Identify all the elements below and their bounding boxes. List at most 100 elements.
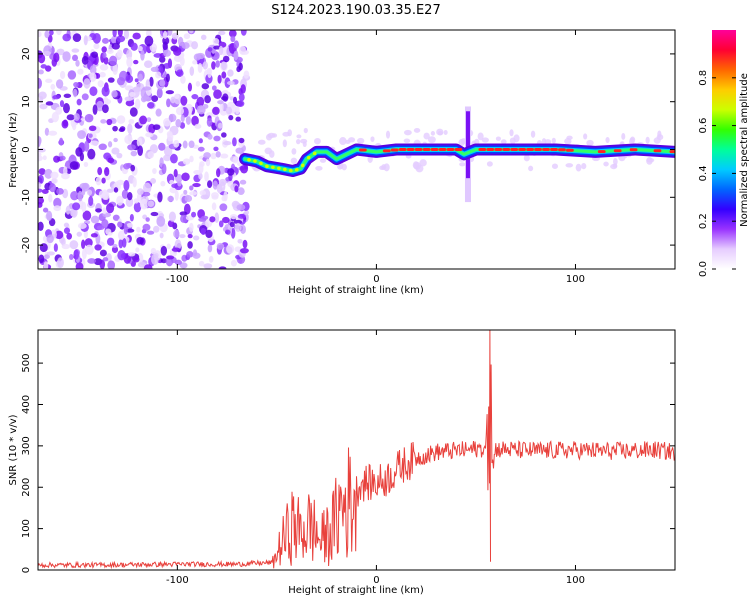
- noise-blob: [117, 30, 123, 37]
- noise-blob: [189, 191, 198, 196]
- noise-blob: [44, 127, 50, 136]
- noise-blob: [207, 133, 213, 140]
- noise-blob: [427, 136, 436, 144]
- noise-blob: [95, 176, 102, 186]
- noise-blob: [176, 69, 184, 77]
- noise-blob: [187, 234, 193, 239]
- noise-blob: [94, 244, 102, 251]
- noise-blob: [142, 182, 152, 194]
- noise-blob: [84, 244, 94, 255]
- noise-blob: [185, 115, 191, 125]
- noise-blob: [98, 143, 107, 151]
- noise-blob: [197, 62, 203, 73]
- noise-blob: [75, 59, 80, 67]
- noise-blob: [197, 146, 205, 152]
- noise-blob: [126, 56, 133, 68]
- noise-blob: [212, 106, 220, 115]
- noise-blob: [127, 252, 136, 257]
- noise-blob: [38, 168, 46, 176]
- noise-blob: [135, 98, 141, 110]
- y-tick-label: 400: [21, 395, 32, 414]
- noise-blob: [92, 104, 98, 115]
- noise-blob: [103, 97, 109, 103]
- noise-blob: [48, 130, 58, 136]
- noise-blob: [57, 257, 64, 269]
- noise-blob: [137, 145, 144, 157]
- noise-blob: [61, 172, 70, 180]
- noise-blob: [43, 261, 49, 269]
- noise-blob: [198, 138, 203, 144]
- track-peak: [247, 158, 251, 162]
- noise-blob: [214, 212, 220, 224]
- noise-blob: [150, 177, 157, 184]
- noise-blob: [171, 183, 179, 189]
- noise-blob: [200, 34, 207, 41]
- noise-blob: [65, 205, 71, 215]
- noise-blob: [222, 89, 229, 96]
- x-tick-label: 0: [373, 575, 379, 586]
- noise-blob: [188, 140, 195, 149]
- noise-blob: [199, 161, 205, 168]
- noise-blob: [222, 216, 230, 224]
- noise-blob: [240, 30, 247, 36]
- noise-blob: [44, 30, 50, 39]
- snr-panel: -100 0 100 0 100 200 300 400 500 Height of strai…: [8, 329, 676, 596]
- noise-blob: [75, 262, 84, 269]
- noise-blob: [71, 54, 79, 62]
- noise-blob: [90, 233, 98, 238]
- noise-blob: [46, 251, 56, 256]
- noise-blob: [140, 95, 147, 103]
- noise-blob: [218, 266, 227, 269]
- noise-blob: [135, 247, 140, 253]
- noise-blob: [228, 114, 234, 121]
- noise-blob: [56, 187, 64, 195]
- noise-blob: [99, 71, 106, 78]
- noise-blob: [79, 182, 89, 190]
- noise-blob: [159, 79, 166, 87]
- noise-blob: [460, 138, 467, 145]
- noise-blob: [235, 116, 242, 122]
- noise-blob: [239, 247, 249, 254]
- noise-blob: [87, 258, 97, 264]
- track-peak: [259, 161, 263, 166]
- noise-blob: [77, 130, 87, 140]
- noise-blob: [99, 249, 107, 257]
- y-tick-label: 200: [21, 478, 32, 497]
- noise-blob: [137, 261, 147, 268]
- noise-blob: [101, 85, 110, 97]
- noise-blob: [315, 165, 323, 171]
- noise-blob: [38, 53, 46, 64]
- noise-blob: [54, 230, 64, 240]
- noise-blob: [238, 93, 245, 102]
- noise-blob: [63, 166, 68, 176]
- noise-blob: [123, 224, 128, 235]
- noise-blob: [102, 257, 109, 262]
- noise-blob: [581, 162, 587, 170]
- noise-blob: [193, 53, 201, 61]
- noise-blob: [151, 253, 159, 265]
- noise-blob: [51, 177, 58, 184]
- noise-blob: [88, 196, 94, 207]
- noise-blob: [239, 45, 247, 55]
- noise-blob: [551, 163, 559, 169]
- noise-blob: [38, 221, 44, 231]
- noise-blob: [38, 136, 41, 147]
- noise-blob: [477, 132, 484, 141]
- colorbar: [712, 30, 736, 269]
- noise-blob: [116, 115, 126, 124]
- noise-blob: [113, 137, 118, 143]
- noise-blob: [481, 137, 489, 143]
- noise-blob: [225, 106, 233, 115]
- noise-blob: [38, 182, 42, 189]
- noise-blob: [101, 177, 106, 184]
- noise-blob: [211, 202, 217, 211]
- colorbar-tick-label: 0.6: [698, 118, 709, 134]
- colorbar-label: Normalized spectral amplitude: [739, 73, 750, 227]
- noise-blob: [90, 140, 99, 146]
- noise-blob: [89, 86, 98, 97]
- y-tick-label: 20: [21, 48, 32, 61]
- noise-blob: [142, 223, 151, 231]
- noise-blob: [189, 66, 195, 76]
- x-tick-label: -100: [166, 274, 189, 285]
- noise-blob: [339, 137, 347, 146]
